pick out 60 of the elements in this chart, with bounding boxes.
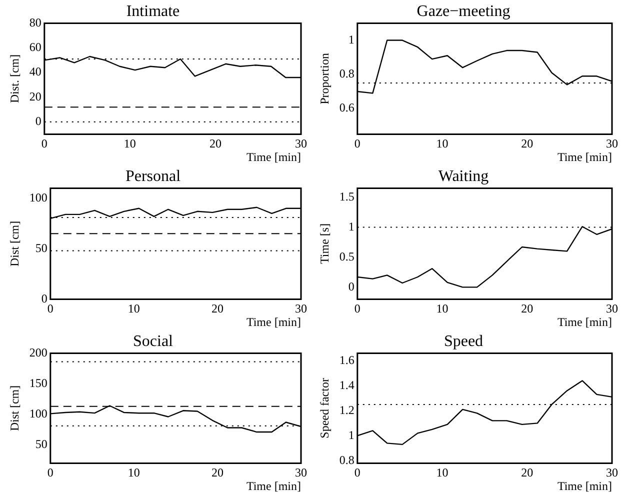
x-tick-label: 20 [211, 302, 224, 316]
x-axis-title: Time [min] [557, 314, 612, 329]
y-axis-title: Time [s] [317, 223, 332, 264]
y-tick-label: 50 [35, 437, 48, 452]
y-axis-title: Dist [cm] [7, 385, 22, 432]
y-axis-title: Dist. [cm] [7, 54, 22, 104]
x-axis-title: Time [min] [246, 478, 302, 493]
chart-title: Gaze−meeting [416, 2, 510, 20]
x-tick-label: 10 [124, 136, 136, 151]
y-tick-label: 40 [29, 64, 42, 79]
x-axis-title: Time [min] [557, 150, 612, 164]
y-tick-label: 60 [29, 40, 42, 54]
x-tick-label: 10 [128, 302, 140, 316]
x-tick-label: 30 [606, 466, 618, 480]
y-tick-label: 0.8 [339, 452, 354, 467]
chart-title: Personal [125, 168, 182, 185]
y-tick-label: 0 [35, 114, 42, 128]
x-tick-label: 20 [521, 466, 534, 480]
y-tick-label: 80 [29, 15, 42, 30]
y-tick-label: 0.6 [339, 100, 354, 115]
x-tick-label: 30 [606, 302, 618, 316]
y-tick-label: 20 [29, 89, 42, 104]
chart-title: Waiting [438, 168, 489, 185]
y-tick-label: 100 [29, 190, 48, 204]
x-tick-label: 30 [295, 302, 307, 316]
chart-title: Intimate [126, 2, 180, 20]
x-axis-title: Time [min] [246, 314, 302, 329]
y-tick-label: 150 [29, 376, 48, 390]
x-tick-label: 30 [606, 136, 618, 151]
y-tick-label: 1.2 [339, 402, 354, 417]
x-tick-label: 10 [436, 302, 448, 316]
y-tick-label: 1 [348, 428, 354, 442]
x-tick-label: 10 [436, 136, 448, 151]
y-tick-label: 0 [41, 291, 48, 306]
y-tick-label: 0 [348, 279, 354, 294]
x-tick-label: 20 [211, 466, 224, 480]
y-tick-label: 50 [35, 240, 48, 255]
y-tick-label: 1 [348, 32, 354, 46]
x-tick-label: 30 [295, 136, 307, 151]
y-tick-label: 100 [29, 406, 48, 420]
chart-title: Speed [444, 332, 484, 350]
x-tick-label: 20 [521, 136, 534, 151]
y-tick-label: 1.5 [339, 189, 354, 204]
y-tick-label: 0.5 [339, 249, 354, 264]
y-axis-title: Proportion [317, 53, 332, 104]
y-tick-label: 200 [29, 345, 48, 360]
y-tick-label: 1.6 [339, 352, 354, 367]
x-tick-label: 20 [209, 136, 222, 151]
x-tick-label: 10 [436, 466, 448, 480]
x-tick-label: 20 [521, 302, 534, 316]
y-tick-label: 1 [348, 219, 354, 234]
chart-title: Social [133, 332, 174, 350]
x-axis-title: Time [min] [246, 150, 302, 164]
y-tick-label: 0.8 [339, 66, 354, 81]
y-axis-title: Dist [cm] [7, 220, 22, 267]
y-tick-label: 1.4 [339, 378, 354, 392]
x-axis-title: Time [min] [557, 478, 612, 493]
x-tick-label: 30 [295, 466, 307, 480]
x-tick-label: 10 [128, 466, 140, 480]
y-axis-title: Speed factor [317, 378, 332, 438]
